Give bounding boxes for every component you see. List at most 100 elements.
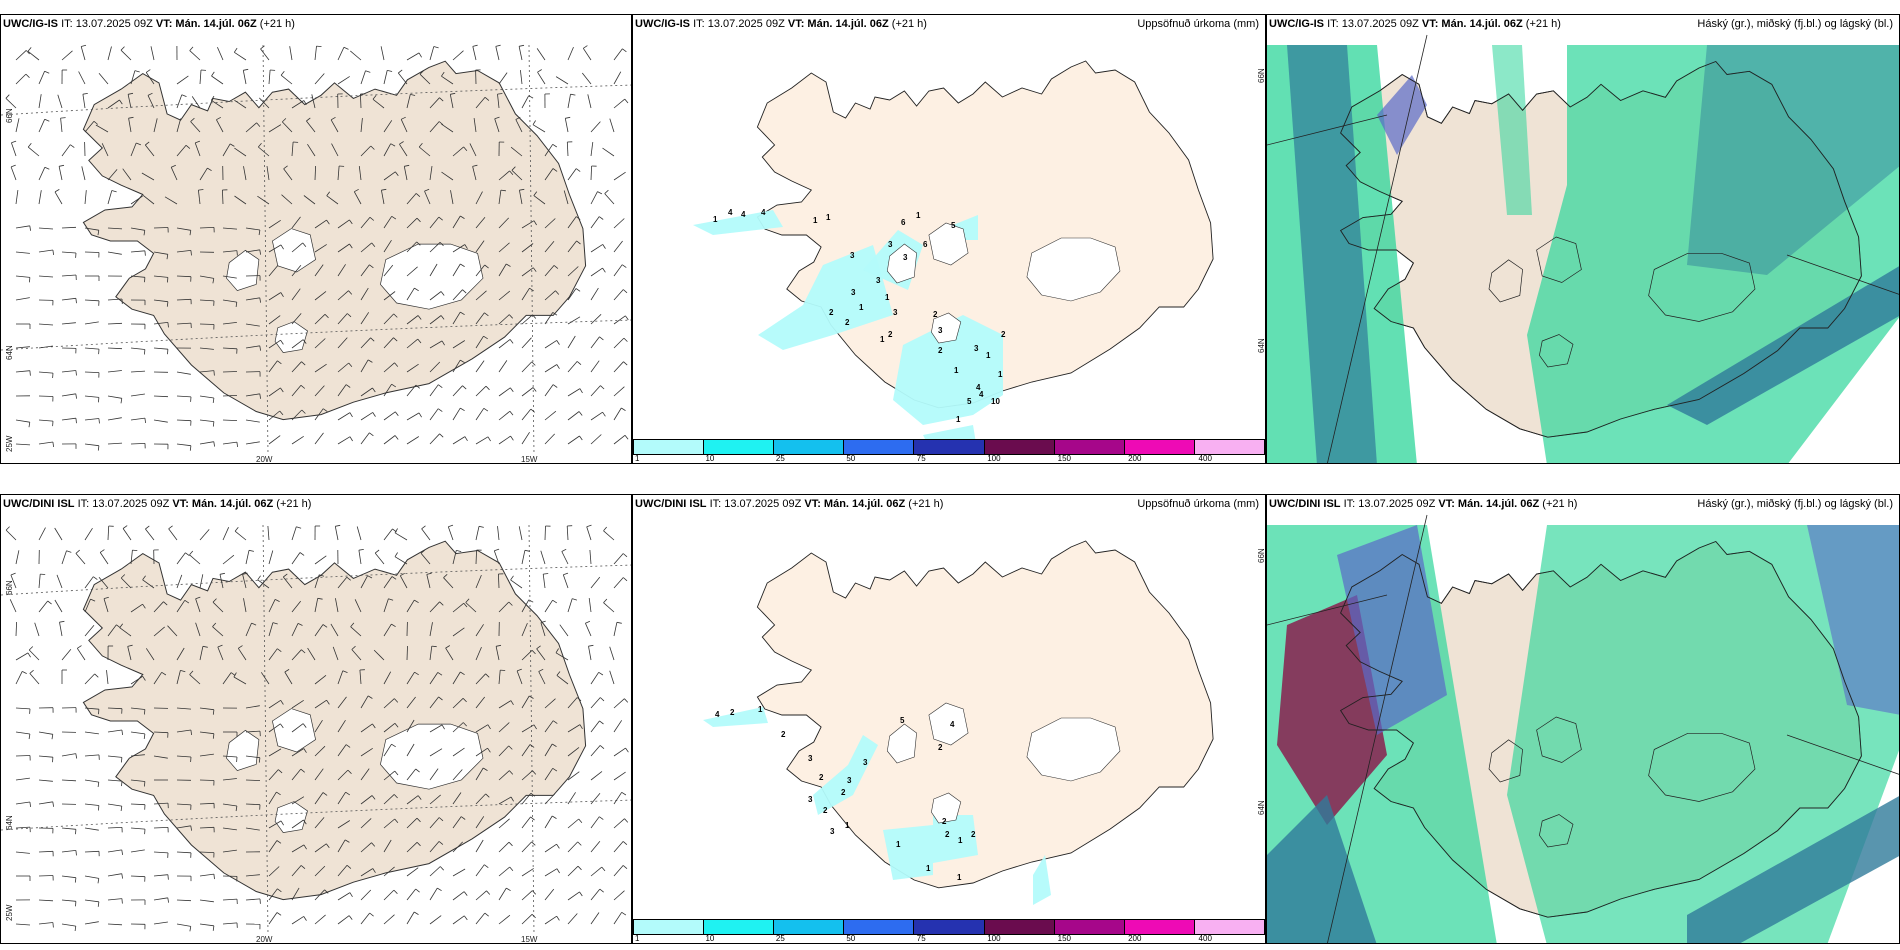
- lat-label-64n: 64N: [1257, 338, 1266, 353]
- wind-barb: [153, 671, 167, 685]
- wind-barb: [337, 892, 353, 901]
- wind-barb: [544, 868, 560, 877]
- wind-barb: [176, 227, 192, 236]
- wind-barb: [452, 359, 465, 373]
- wind-barb: [567, 913, 578, 925]
- wind-barb: [567, 216, 581, 229]
- wind-barb: [176, 552, 190, 565]
- wind-barb: [15, 118, 20, 133]
- wind-barb: [429, 166, 433, 181]
- wind-barb: [153, 549, 159, 565]
- wind-barb: [307, 143, 316, 157]
- wind-barb: [590, 216, 604, 229]
- wind-barb: [429, 724, 445, 733]
- wind-barb: [418, 142, 431, 157]
- wind-barb: [314, 363, 327, 373]
- precip-value-label: 3: [876, 276, 881, 285]
- wind-barb: [383, 743, 396, 757]
- wind-barb: [245, 249, 261, 255]
- cloud-map: [1267, 15, 1899, 463]
- wind-barb: [38, 731, 54, 740]
- wind-barb: [191, 96, 201, 109]
- wind-barb: [222, 875, 238, 882]
- wind-barb: [359, 669, 365, 685]
- wind-barb: [222, 827, 237, 831]
- wind-barb: [590, 745, 605, 757]
- wind-barb: [38, 118, 50, 133]
- wind-barb: [473, 118, 477, 133]
- longitude-line: [528, 524, 535, 936]
- wind-barb: [399, 572, 408, 589]
- wind-barb: [38, 249, 54, 255]
- wind-barb: [497, 93, 503, 109]
- wind-barb: [222, 898, 238, 905]
- precip-value-label: 1: [885, 293, 890, 302]
- wind-barb: [383, 171, 399, 181]
- precip-value-label: 2: [933, 310, 938, 319]
- precip-value-label: 4: [761, 208, 766, 217]
- wind-barb: [81, 166, 86, 181]
- precip-value-label: 4: [979, 390, 984, 399]
- wind-barb: [199, 441, 215, 447]
- wind-barb: [562, 572, 569, 589]
- precip-value-label: 3: [808, 754, 813, 763]
- wind-barb: [38, 527, 46, 541]
- wind-barb: [358, 549, 364, 565]
- wind-barb: [176, 599, 190, 613]
- wind-barb: [429, 794, 441, 805]
- wind-barb: [472, 164, 478, 181]
- wind-barb: [452, 311, 465, 325]
- precip-value-label: 4: [950, 720, 955, 729]
- cloud-layer: [1807, 525, 1899, 715]
- wind-barb: [10, 164, 17, 181]
- wind-barb: [498, 242, 510, 253]
- wind-barb: [291, 552, 305, 565]
- wind-barb: [268, 69, 276, 85]
- precip-value-label: 1: [958, 836, 963, 845]
- wind-barb: [360, 118, 363, 133]
- wind-barb: [176, 875, 192, 882]
- glacier: [928, 222, 969, 266]
- glacier-outline: [1536, 716, 1582, 763]
- wind-barb: [85, 275, 100, 281]
- wind-barb: [567, 841, 582, 853]
- wind-barb: [84, 707, 100, 715]
- coastline: [1339, 60, 1862, 438]
- wind-barb: [337, 719, 346, 733]
- wind-barb: [283, 165, 293, 181]
- wind-barb: [107, 755, 123, 763]
- wind-barb: [452, 244, 468, 253]
- wind-barb: [447, 524, 454, 541]
- wind-barb: [475, 696, 486, 709]
- wind-barb: [537, 69, 546, 85]
- wind-barb: [257, 195, 270, 205]
- wind-barb: [289, 46, 293, 61]
- wind-barb: [589, 549, 592, 565]
- legend-label: 1: [635, 454, 640, 463]
- wind-barb: [383, 794, 398, 805]
- precip-value-label: 3: [938, 326, 943, 335]
- wind-barb: [176, 729, 192, 736]
- wind-barb: [337, 769, 352, 781]
- wind-barb: [291, 288, 301, 301]
- precip-value-label: 2: [841, 788, 846, 797]
- wind-barb: [164, 196, 178, 205]
- wind-barb: [268, 315, 281, 325]
- wind-barb: [314, 165, 316, 181]
- wind-barb: [360, 93, 366, 109]
- wind-barb: [199, 731, 215, 739]
- lon-label-15w: 15W: [521, 935, 538, 944]
- wind-barb: [521, 744, 535, 757]
- wind-barb: [314, 574, 325, 589]
- wind-barb: [609, 118, 615, 133]
- wind-barb: [613, 337, 628, 349]
- wind-barb: [15, 731, 31, 740]
- precip-value-label: 2: [819, 773, 824, 782]
- grid-line: [1786, 734, 1899, 775]
- wind-barb: [429, 216, 443, 229]
- wind-barb: [475, 724, 491, 733]
- precip-value-label: 4: [741, 210, 746, 219]
- wind-barb: [383, 598, 394, 613]
- wind-barb: [567, 240, 581, 253]
- wind-barb: [314, 432, 324, 445]
